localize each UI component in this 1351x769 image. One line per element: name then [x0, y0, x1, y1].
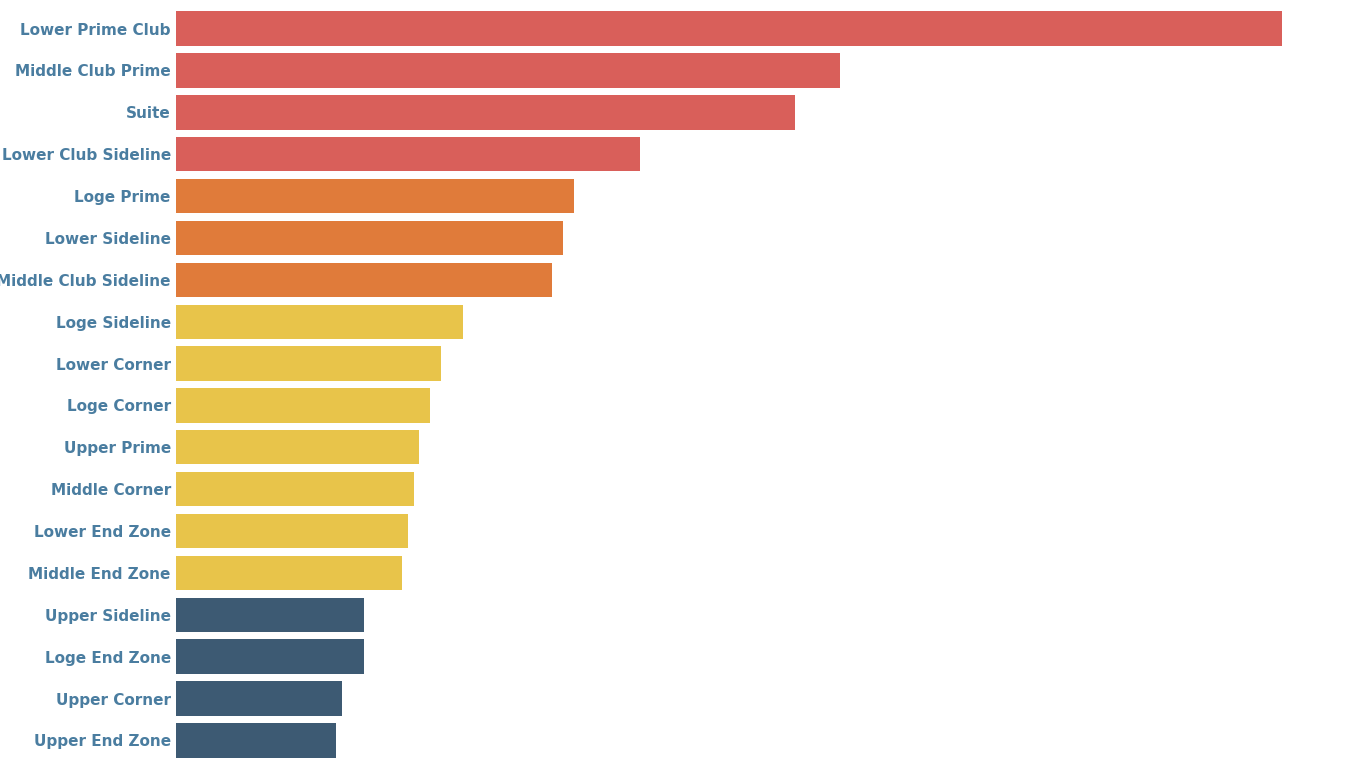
Bar — [176, 221, 563, 255]
Bar — [176, 12, 1282, 46]
Bar — [176, 263, 551, 297]
Bar — [176, 346, 442, 381]
Bar — [176, 137, 640, 171]
Bar — [176, 556, 403, 590]
Bar — [176, 723, 336, 757]
Bar — [176, 640, 363, 674]
Bar — [176, 681, 342, 716]
Bar — [176, 514, 408, 548]
Bar — [176, 53, 839, 88]
Bar — [176, 305, 463, 339]
Bar — [176, 95, 796, 129]
Bar — [176, 430, 419, 464]
Bar — [176, 598, 363, 632]
Bar — [176, 388, 430, 423]
Bar — [176, 179, 574, 213]
Bar — [176, 472, 413, 506]
